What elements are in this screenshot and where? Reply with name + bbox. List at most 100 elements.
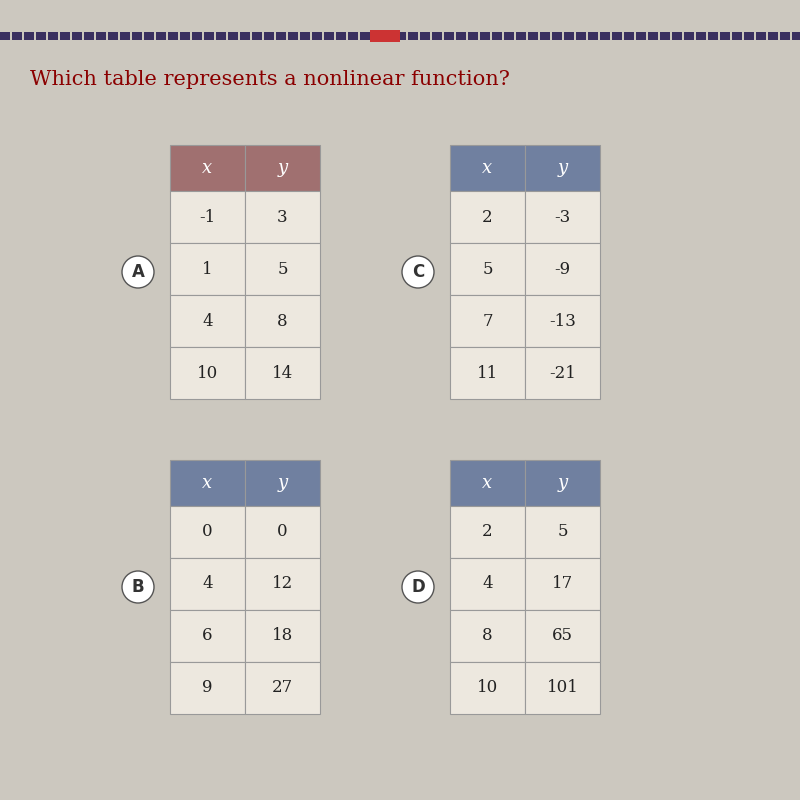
Bar <box>450 295 525 347</box>
Text: 10: 10 <box>197 365 218 382</box>
Bar <box>624 32 634 40</box>
Text: -13: -13 <box>549 313 576 330</box>
Text: 0: 0 <box>277 523 288 541</box>
Bar <box>492 32 502 40</box>
Bar <box>525 662 600 714</box>
Bar <box>245 506 320 558</box>
Text: -9: -9 <box>554 261 570 278</box>
Bar <box>552 32 562 40</box>
Bar <box>245 662 320 714</box>
Bar <box>245 191 320 243</box>
Bar <box>372 32 382 40</box>
Bar <box>170 191 245 243</box>
Bar <box>170 295 245 347</box>
Bar <box>300 32 310 40</box>
Bar <box>450 662 525 714</box>
Bar <box>648 32 658 40</box>
Bar <box>228 32 238 40</box>
Bar <box>696 32 706 40</box>
Bar <box>450 460 525 506</box>
Text: x: x <box>202 474 213 492</box>
Bar <box>468 32 478 40</box>
Bar <box>420 32 430 40</box>
Bar <box>768 32 778 40</box>
Bar <box>24 32 34 40</box>
Bar <box>216 32 226 40</box>
Bar <box>170 243 245 295</box>
Text: 4: 4 <box>482 575 493 593</box>
Bar <box>245 610 320 662</box>
Circle shape <box>402 571 434 603</box>
Text: 27: 27 <box>272 679 293 697</box>
Bar <box>450 145 525 191</box>
Text: 8: 8 <box>482 627 493 645</box>
Bar <box>48 32 58 40</box>
Bar <box>204 32 214 40</box>
Bar <box>12 32 22 40</box>
Bar <box>36 32 46 40</box>
Bar <box>564 32 574 40</box>
Bar <box>245 347 320 399</box>
Text: Which table represents a nonlinear function?: Which table represents a nonlinear funct… <box>30 70 510 89</box>
Bar <box>450 506 525 558</box>
Bar <box>180 32 190 40</box>
Bar <box>744 32 754 40</box>
Text: 5: 5 <box>558 523 568 541</box>
Bar <box>120 32 130 40</box>
Bar <box>780 32 790 40</box>
Bar <box>525 460 600 506</box>
Bar <box>612 32 622 40</box>
Bar <box>360 32 370 40</box>
Bar <box>525 506 600 558</box>
Text: 4: 4 <box>202 313 213 330</box>
Text: 65: 65 <box>552 627 573 645</box>
Text: A: A <box>131 263 145 281</box>
Bar <box>245 460 320 506</box>
Bar <box>444 32 454 40</box>
Text: 17: 17 <box>552 575 573 593</box>
Bar <box>450 191 525 243</box>
Bar <box>144 32 154 40</box>
Bar <box>525 191 600 243</box>
Circle shape <box>122 256 154 288</box>
Bar <box>96 32 106 40</box>
Bar <box>324 32 334 40</box>
Text: -21: -21 <box>549 365 576 382</box>
Text: -1: -1 <box>199 209 216 226</box>
Circle shape <box>122 571 154 603</box>
Bar <box>636 32 646 40</box>
Text: 7: 7 <box>482 313 493 330</box>
Text: 6: 6 <box>202 627 213 645</box>
Bar <box>540 32 550 40</box>
Bar <box>450 558 525 610</box>
Bar <box>245 295 320 347</box>
Text: 18: 18 <box>272 627 293 645</box>
Text: 5: 5 <box>482 261 493 278</box>
Bar <box>252 32 262 40</box>
Bar <box>336 32 346 40</box>
Text: 2: 2 <box>482 523 493 541</box>
Bar <box>525 295 600 347</box>
Text: 2: 2 <box>482 209 493 226</box>
Text: y: y <box>278 474 287 492</box>
Bar <box>450 347 525 399</box>
Text: 5: 5 <box>278 261 288 278</box>
Text: 12: 12 <box>272 575 293 593</box>
Bar <box>170 610 245 662</box>
Bar <box>660 32 670 40</box>
Bar <box>396 32 406 40</box>
Text: 4: 4 <box>202 575 213 593</box>
Text: 3: 3 <box>277 209 288 226</box>
Bar <box>684 32 694 40</box>
Bar <box>528 32 538 40</box>
Bar <box>72 32 82 40</box>
Bar <box>170 506 245 558</box>
Bar <box>450 243 525 295</box>
Bar <box>525 347 600 399</box>
Text: 1: 1 <box>202 261 213 278</box>
Bar <box>432 32 442 40</box>
Bar <box>276 32 286 40</box>
Bar <box>192 32 202 40</box>
Bar <box>0 32 10 40</box>
Text: y: y <box>558 474 567 492</box>
